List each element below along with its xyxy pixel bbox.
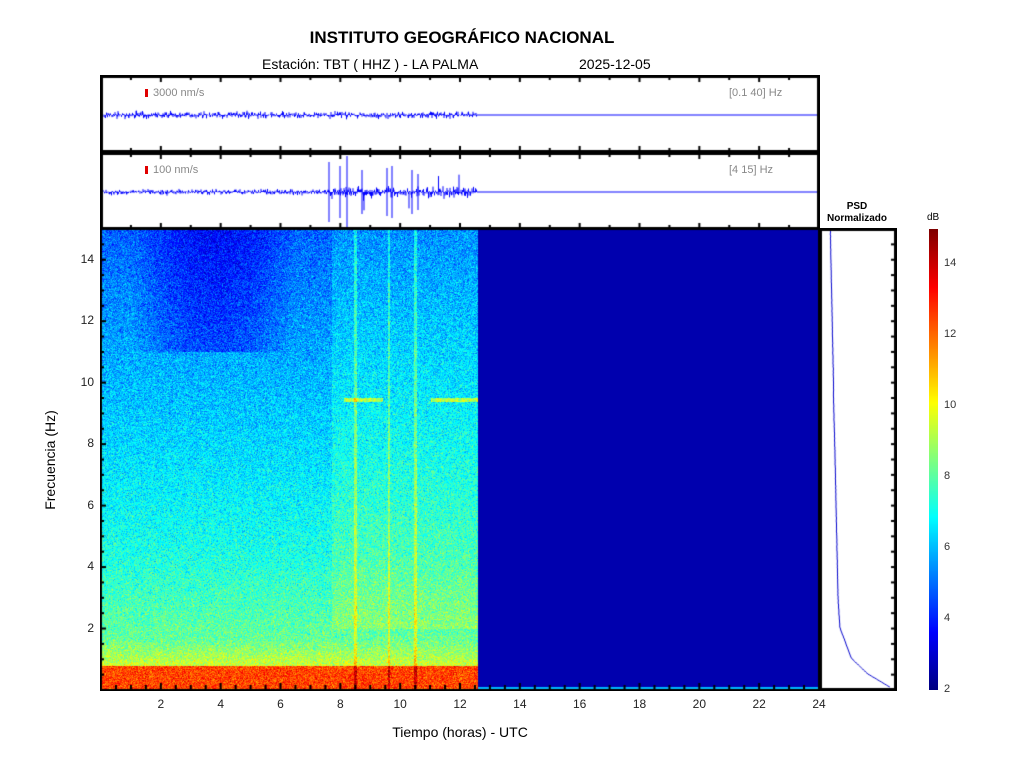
x-tick-label: 6 [277, 697, 284, 711]
x-tick-label: 14 [513, 697, 527, 711]
x-tick-label: 12 [453, 697, 467, 711]
psd-panel [819, 228, 897, 691]
psd-title-line2: Normalizado [826, 213, 887, 224]
psd-title: PSD Normalizado [815, 201, 899, 225]
trace1-scale-label: 3000 nm/s [153, 87, 205, 99]
scale-bar-marker [145, 166, 148, 174]
x-tick-label: 22 [752, 697, 766, 711]
figure-title: INSTITUTO GEOGRÁFICO NACIONAL [309, 28, 615, 47]
x-tick-label: 2 [157, 697, 165, 711]
y-tick-label: 8 [87, 436, 94, 451]
waveform-filtered-panel [100, 152, 820, 230]
station-label: Estación: TBT ( HHZ ) - LA PALMA [262, 56, 479, 72]
y-tick-label: 10 [80, 374, 94, 389]
colorbar-unit: dB [927, 212, 940, 223]
waveform-broadband-panel [100, 75, 820, 153]
y-tick-label: 4 [87, 559, 94, 574]
x-axis-label: Tiempo (horas) - UTC [392, 724, 528, 740]
trace1-band-label: [0.1 40] Hz [729, 87, 783, 99]
x-tick-label: 24 [812, 697, 826, 711]
y-tick-label: 2 [87, 620, 94, 635]
y-tick-label: 6 [87, 497, 94, 512]
scale-bar-marker [145, 89, 148, 97]
colorbar-tick-label: 4 [944, 612, 951, 625]
colorbar-tick-label: 8 [944, 470, 951, 483]
y-tick-label: 14 [80, 251, 94, 266]
psd-title-line1: PSD [846, 201, 868, 212]
colorbar-tick-label: 12 [944, 328, 957, 341]
x-tick-label: 20 [692, 697, 706, 711]
y-axis-label: Frecuencia (Hz) [42, 410, 58, 510]
colorbar-tick-label: 14 [944, 257, 957, 270]
colorbar-tick-label: 2 [944, 683, 951, 695]
date-label: 2025-12-05 [579, 56, 651, 72]
x-tick-label: 16 [572, 697, 587, 711]
x-tick-label: 18 [632, 697, 647, 711]
colorbar-tick-label: 10 [944, 399, 957, 412]
x-tick-label: 8 [336, 697, 344, 711]
x-tick-label: 4 [217, 697, 224, 711]
y-tick-label: 12 [80, 313, 94, 328]
trace2-band-label: [4 15] Hz [729, 164, 774, 176]
spectrogram [100, 228, 820, 691]
colorbar [929, 229, 938, 690]
colorbar-tick-label: 6 [944, 541, 951, 554]
trace2-scale-label: 100 nm/s [153, 164, 199, 176]
x-tick-label: 10 [393, 697, 407, 711]
